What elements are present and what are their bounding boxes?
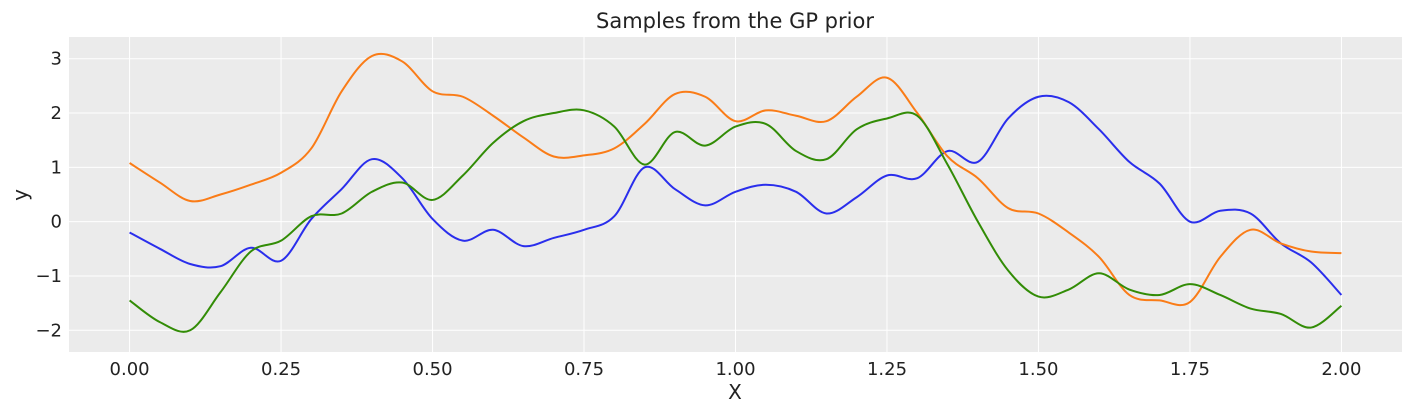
y-tick-label: −2 [35,320,62,341]
y-tick-label: −1 [35,266,62,287]
series-line-1 [129,94,1343,296]
x-tick-label: 1.25 [867,359,907,380]
y-tick-label: 0 [51,212,62,233]
chart-title: Samples from the GP prior [596,9,874,33]
series-line-2 [129,52,1342,307]
y-tick-label: 3 [51,49,62,70]
series-layer [129,52,1343,333]
y-tick-label: 2 [51,103,62,124]
grid [69,37,1402,352]
y-tick-label: 1 [51,157,62,178]
x-tick-label: 1.00 [715,359,755,380]
x-tick-label: 2.00 [1321,359,1361,380]
x-tick-label: 0.50 [413,359,453,380]
x-axis-label: X [728,380,742,404]
series-line-3 [129,108,1343,333]
x-tick-label: 1.50 [1018,359,1058,380]
x-tick-label: 0.00 [110,359,150,380]
y-axis-label: y [8,189,32,201]
x-tick-label: 1.75 [1170,359,1210,380]
y-axis-ticks: −2 −1 0 1 2 3 [35,49,62,342]
x-axis-ticks: 0.00 0.25 0.50 0.75 1.00 1.25 1.50 1.75 2.00 [110,359,1362,380]
x-tick-label: 0.25 [261,359,301,380]
x-tick-label: 0.75 [564,359,604,380]
